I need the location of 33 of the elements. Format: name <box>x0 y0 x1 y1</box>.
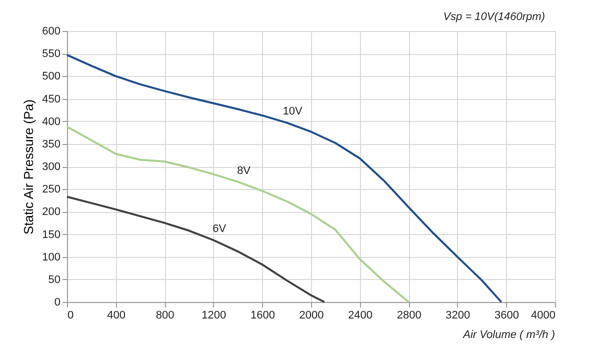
y-tick-label: 500 <box>42 70 60 83</box>
series-label: 10V <box>282 106 304 118</box>
x-tick-label: 2400 <box>348 310 373 322</box>
y-tick-label: 350 <box>42 138 60 150</box>
y-tick-label: 400 <box>42 116 60 128</box>
y-tick-label: 550 <box>42 48 60 60</box>
x-tick-label: 4000 <box>531 310 556 322</box>
y-tick-label: 50 <box>48 274 60 286</box>
y-tick-label: 200 <box>42 206 60 218</box>
x-tick-label: 2800 <box>396 310 422 322</box>
x-tick-label: 1200 <box>202 310 226 322</box>
text: Vsp = 10V(1460rpm) <box>443 11 546 23</box>
x-tick-label: 2000 <box>299 310 324 322</box>
x-tick-label: 0 <box>68 310 74 322</box>
y-tick-label: 150 <box>42 228 60 241</box>
y-tick-label: 250 <box>42 184 60 196</box>
line-series <box>66 196 326 303</box>
y-tick-label: 450 <box>42 93 60 106</box>
series-label: 8V <box>237 164 252 177</box>
series-label: 6V <box>212 223 227 236</box>
x-tick-label: 800 <box>156 310 174 322</box>
line-series <box>66 54 502 303</box>
x-tick-label: 3600 <box>494 310 519 322</box>
y-tick-label: 300 <box>42 161 60 173</box>
y-axis-title: Static Air Pressure (Pa) <box>21 99 36 235</box>
y-tick-label: 100 <box>42 251 60 264</box>
y-tick-label: 0 <box>54 296 60 308</box>
y-tick-label: 600 <box>42 26 60 38</box>
x-axis-title: Air Volume ( m³/h ) <box>462 329 556 341</box>
x-tick-label: 1600 <box>250 310 275 322</box>
x-tick-label: 3200 <box>446 310 470 322</box>
line-series <box>66 126 410 303</box>
x-tick-label: 400 <box>107 310 126 322</box>
